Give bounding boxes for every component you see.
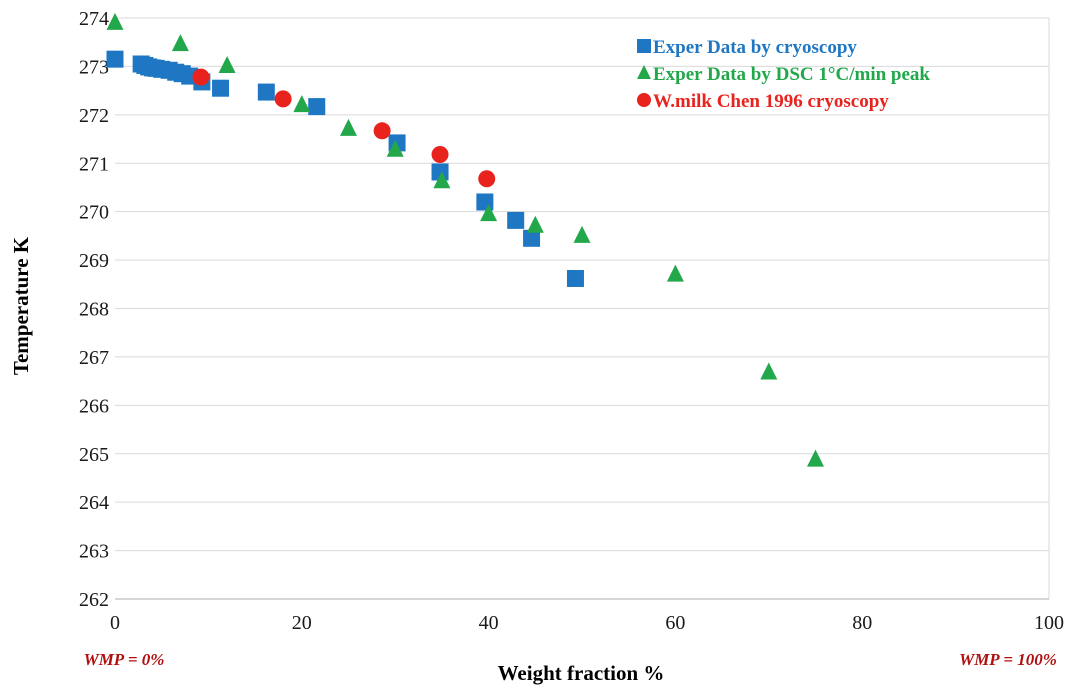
data-point-triangle xyxy=(573,225,591,243)
y-tick-label: 268 xyxy=(79,299,109,321)
data-point-triangle xyxy=(666,264,684,282)
data-point-triangle xyxy=(480,204,498,222)
data-point-square xyxy=(566,269,584,287)
data-point-square xyxy=(106,50,124,68)
y-tick-label: 265 xyxy=(79,444,109,466)
data-point-circle xyxy=(431,146,449,164)
y-tick-label: 270 xyxy=(79,202,109,224)
data-point-square xyxy=(507,211,525,229)
data-point-triangle xyxy=(807,449,824,467)
y-tick-label: 272 xyxy=(79,105,109,127)
data-point-triangle xyxy=(760,362,778,380)
data-point-square xyxy=(476,193,494,211)
legend-label: Exper Data by cryoscopy xyxy=(653,37,857,58)
x-axis-title: Weight fraction % xyxy=(498,661,665,685)
x-tick-label: 80 xyxy=(852,612,872,634)
y-tick-label: 264 xyxy=(79,492,109,514)
legend: Exper Data by cryoscopy Exper Data by DSC… xyxy=(637,37,930,112)
data-point-triangle xyxy=(340,118,357,136)
x-tick-label: 100 xyxy=(1034,612,1064,634)
y-tick-label: 271 xyxy=(79,153,109,175)
data-point-triangle xyxy=(218,55,236,73)
tick-labels: 262 263 264 265 266 267 268 269 270 271 272 273 274 0… xyxy=(79,8,1064,634)
legend-entry: Exper Data by DSC 1°C/min peak xyxy=(637,64,930,85)
annotation-wmp-right: WMP = 100% xyxy=(959,650,1057,669)
data-point-square xyxy=(523,229,541,247)
y-axis-title: Temperature K xyxy=(9,236,33,375)
gridlines xyxy=(115,17,1050,599)
y-tick-label: 266 xyxy=(79,395,109,417)
x-tick-label: 40 xyxy=(479,612,499,634)
legend-entry: Exper Data by cryoscopy xyxy=(637,37,857,58)
legend-entry: W.milk Chen 1996 cryoscopy xyxy=(637,91,889,112)
series-triangle xyxy=(106,12,824,467)
data-point-circle xyxy=(274,90,292,108)
data-point-triangle xyxy=(293,95,311,113)
data-point-circle xyxy=(192,68,210,86)
y-tick-label: 273 xyxy=(79,56,109,78)
series-circle xyxy=(192,68,496,188)
data-point-square xyxy=(212,79,230,97)
x-tick-label: 20 xyxy=(292,612,312,634)
data-point-square xyxy=(257,83,275,101)
legend-label: W.milk Chen 1996 cryoscopy xyxy=(653,91,889,112)
data-point-triangle xyxy=(171,34,189,52)
y-tick-label: 269 xyxy=(79,250,109,272)
y-tick-label: 262 xyxy=(79,589,109,611)
data-point-circle xyxy=(478,170,496,188)
y-tick-label: 267 xyxy=(79,347,109,369)
data-point-triangle xyxy=(106,12,124,30)
data-point-triangle xyxy=(433,171,451,189)
legend-marker-square xyxy=(637,39,651,53)
legend-marker-triangle xyxy=(637,65,651,79)
x-tick-label: 60 xyxy=(665,612,685,634)
y-tick-label: 263 xyxy=(79,541,109,563)
data-point-circle xyxy=(373,122,391,140)
data-point-triangle xyxy=(386,139,404,157)
x-tick-label: 0 xyxy=(110,612,120,634)
data-points xyxy=(106,12,824,467)
annotation-wmp-left: WMP = 0% xyxy=(84,650,165,669)
legend-label: Exper Data by DSC 1°C/min peak xyxy=(653,64,930,85)
data-point-square xyxy=(308,98,326,116)
legend-marker-circle xyxy=(637,93,651,107)
y-tick-label: 274 xyxy=(79,8,109,30)
series-square xyxy=(106,50,584,287)
data-point-triangle xyxy=(526,215,544,233)
